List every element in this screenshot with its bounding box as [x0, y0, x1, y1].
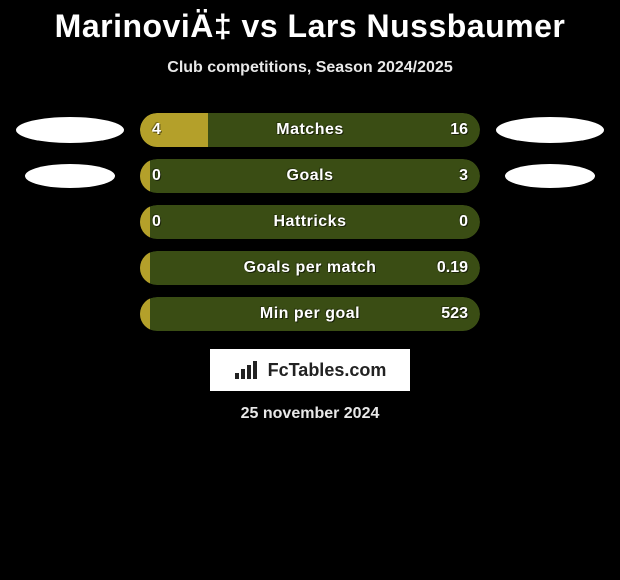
stat-bar: 4Matches16	[140, 113, 480, 147]
page-title: MarinoviÄ‡ vs Lars Nussbaumer	[0, 8, 620, 45]
stats-rows: 4Matches160Goals30Hattricks0Goals per ma…	[0, 113, 620, 331]
right-value: 523	[441, 297, 468, 331]
right-side	[480, 164, 620, 188]
stat-row: Goals per match0.19	[0, 251, 620, 285]
stat-bar: 0Goals3	[140, 159, 480, 193]
right-value: 16	[450, 113, 468, 147]
stat-row: 0Hattricks0	[0, 205, 620, 239]
brand-text: FcTables.com	[268, 360, 387, 381]
left-side	[0, 117, 140, 143]
left-side	[0, 164, 140, 188]
right-value: 0.19	[437, 251, 468, 285]
stat-row: Min per goal523	[0, 297, 620, 331]
subtitle: Club competitions, Season 2024/2025	[0, 59, 620, 77]
bars-chart-icon	[234, 359, 260, 381]
player-marker-right	[496, 117, 604, 143]
comparison-widget: MarinoviÄ‡ vs Lars Nussbaumer Club compe…	[0, 8, 620, 580]
stat-name: Matches	[140, 113, 480, 147]
stat-row: 0Goals3	[0, 159, 620, 193]
brand-box[interactable]: FcTables.com	[210, 349, 411, 391]
stat-name: Goals per match	[140, 251, 480, 285]
stat-name: Min per goal	[140, 297, 480, 331]
player-marker-right	[505, 164, 595, 188]
right-side	[480, 117, 620, 143]
date-text: 25 november 2024	[241, 405, 380, 423]
player-marker-left	[25, 164, 115, 188]
right-value: 3	[459, 159, 468, 193]
footer: FcTables.com 25 november 2024	[0, 349, 620, 423]
stat-bar: 0Hattricks0	[140, 205, 480, 239]
right-value: 0	[459, 205, 468, 239]
stat-bar: Goals per match0.19	[140, 251, 480, 285]
stat-name: Hattricks	[140, 205, 480, 239]
stat-name: Goals	[140, 159, 480, 193]
stat-row: 4Matches16	[0, 113, 620, 147]
stat-bar: Min per goal523	[140, 297, 480, 331]
player-marker-left	[16, 117, 124, 143]
